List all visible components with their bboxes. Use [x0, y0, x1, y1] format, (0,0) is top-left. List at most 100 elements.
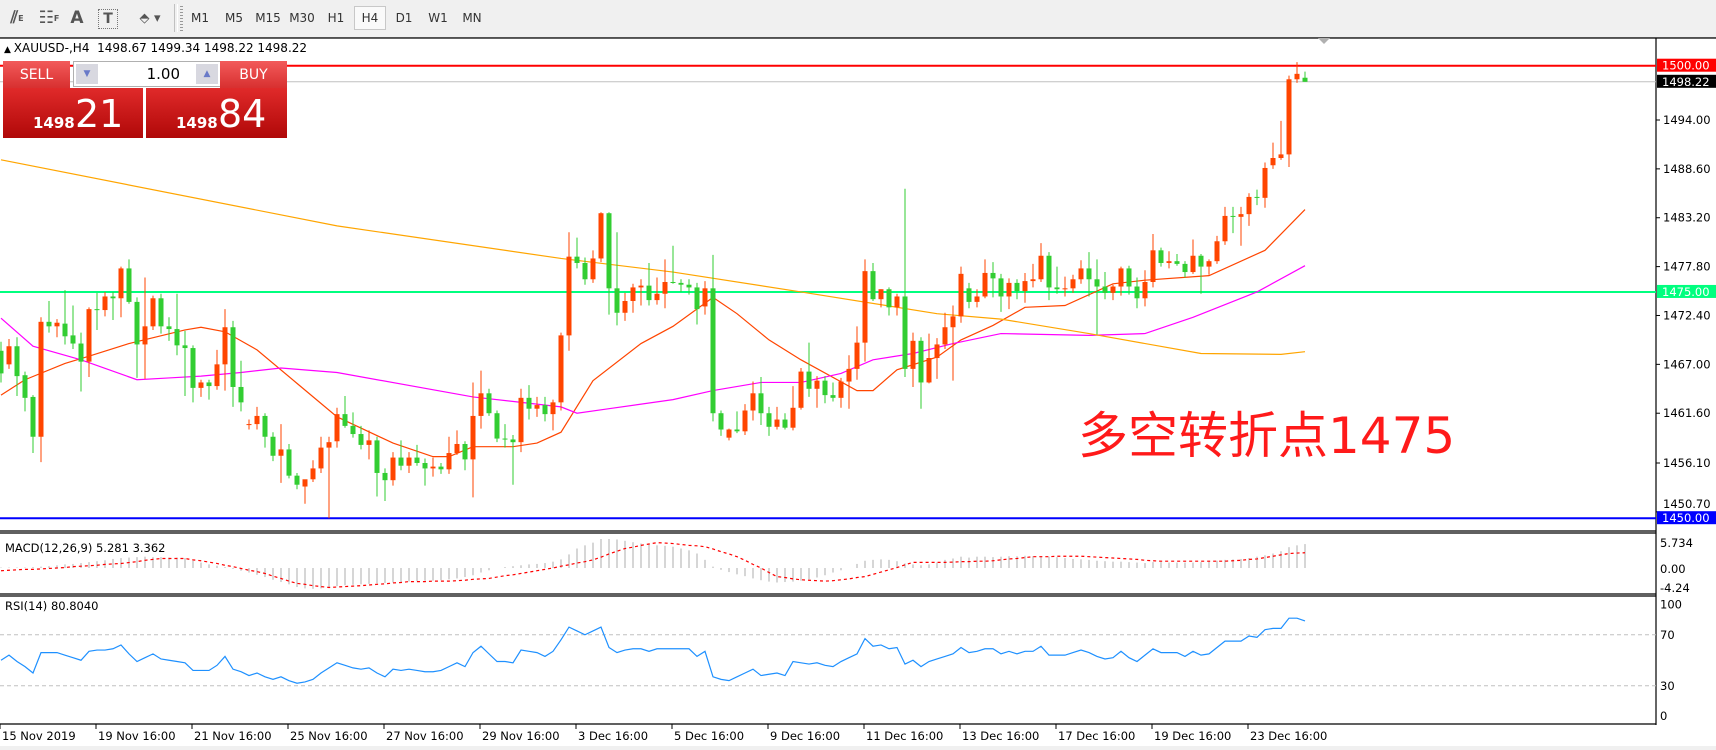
- text-label-icon[interactable]: T: [98, 9, 118, 29]
- candle: [1246, 193, 1252, 226]
- candle-body: [974, 296, 980, 302]
- candle-body: [702, 288, 708, 307]
- macd-signal-line: [0, 542, 1306, 589]
- candle: [1150, 234, 1156, 288]
- timeframe-d1[interactable]: D1: [395, 11, 413, 25]
- candle-body: [606, 213, 612, 289]
- candle-body: [246, 424, 252, 426]
- candle: [94, 292, 100, 330]
- candle-body: [1174, 261, 1180, 264]
- candle-body: [510, 439, 516, 443]
- time-tick-label: 3 Dec 16:00: [578, 729, 648, 743]
- timeframe-m1[interactable]: M1: [191, 11, 209, 25]
- candle: [446, 436, 452, 474]
- buy-button[interactable]: BUY: [220, 61, 287, 89]
- candle-body: [1046, 255, 1052, 288]
- candle: [774, 406, 780, 430]
- candle-body: [566, 256, 572, 336]
- candle-body: [918, 340, 924, 383]
- timeframe-h4[interactable]: H4: [354, 6, 386, 30]
- candle-body: [486, 393, 492, 414]
- lot-decrease-button[interactable]: ▼: [76, 64, 98, 84]
- toolbar-grip[interactable]: [180, 6, 183, 32]
- price-tick-label: 1494.00: [1663, 113, 1711, 127]
- timeframe-h1[interactable]: H1: [327, 11, 345, 25]
- candle: [1278, 120, 1284, 160]
- time-tick-label: 5 Dec 16:00: [674, 729, 744, 743]
- timeframe-m15[interactable]: M15: [255, 11, 281, 25]
- candle-body: [46, 321, 52, 327]
- timeframe-mn[interactable]: MN: [462, 11, 482, 25]
- candle-body: [662, 281, 668, 294]
- candle-body: [270, 436, 276, 456]
- chart-shift-marker-icon[interactable]: [1318, 38, 1330, 44]
- candle-body: [278, 449, 284, 456]
- candle: [606, 212, 612, 315]
- candle: [702, 281, 708, 315]
- candle: [110, 291, 116, 321]
- tool-label: T: [103, 11, 113, 27]
- candle-body: [214, 364, 220, 387]
- chart-annotation[interactable]: 多空转折点1475: [1078, 407, 1456, 465]
- candle: [334, 407, 340, 448]
- fibonacci-grid-icon[interactable]: ☷ F: [38, 8, 60, 28]
- candle: [670, 245, 676, 284]
- candle-body: [150, 298, 156, 327]
- price-tick-label: 1461.60: [1663, 406, 1711, 420]
- fibonacci-fan-icon[interactable]: ⫽ E: [10, 8, 24, 28]
- text-icon[interactable]: A: [64, 6, 90, 30]
- candle-body: [1086, 268, 1092, 280]
- candle-body: [822, 380, 828, 396]
- candle: [1198, 253, 1204, 294]
- candle: [1038, 243, 1044, 282]
- candle: [326, 436, 332, 519]
- candle-body: [574, 256, 580, 263]
- candle-body: [1070, 279, 1076, 289]
- timeframe-w1[interactable]: W1: [428, 11, 448, 25]
- candle: [62, 290, 68, 345]
- candle: [214, 349, 220, 390]
- timeframe-m30[interactable]: M30: [289, 11, 315, 25]
- candle-body: [1294, 73, 1300, 80]
- candle-body: [54, 322, 60, 327]
- macd-panel: [0, 539, 1306, 589]
- candle: [454, 430, 460, 455]
- candle-body: [1286, 79, 1292, 155]
- candle-body: [1118, 268, 1124, 287]
- timeframe-m5[interactable]: M5: [225, 11, 243, 25]
- candle: [38, 317, 44, 463]
- candle-body: [222, 327, 228, 365]
- candle-body: [62, 323, 68, 337]
- candle: [678, 279, 684, 292]
- arrows-dropdown-icon[interactable]: ⬘ ▾: [139, 10, 161, 26]
- candle-body: [1302, 77, 1308, 82]
- candle-body: [1102, 286, 1108, 293]
- candle-body: [1230, 215, 1236, 217]
- candle: [1158, 247, 1164, 267]
- candle: [870, 262, 876, 301]
- candle-body: [998, 278, 1004, 297]
- candle: [894, 293, 900, 316]
- candle: [686, 279, 692, 295]
- time-tick-label: 9 Dec 16:00: [770, 729, 840, 743]
- sell-button[interactable]: SELL: [3, 61, 70, 89]
- candle: [766, 406, 772, 436]
- candle-body: [454, 443, 460, 454]
- symbol-label: XAUUSD-,H4: [13, 41, 90, 55]
- sell-price[interactable]: 1498 21: [3, 88, 143, 138]
- candle: [1078, 260, 1084, 284]
- candle-body: [846, 368, 852, 382]
- lot-size-input[interactable]: ▼ 1.00 ▲: [73, 61, 221, 87]
- time-tick-label: 17 Dec 16:00: [1058, 729, 1135, 743]
- price-tick-label: 1472.40: [1663, 308, 1711, 322]
- buy-price[interactable]: 1498 84: [146, 88, 287, 138]
- candle: [998, 273, 1004, 312]
- lot-increase-button[interactable]: ▲: [196, 64, 218, 84]
- candle: [1022, 272, 1028, 303]
- candle-body: [1158, 250, 1164, 263]
- candle: [622, 292, 628, 321]
- candle: [1254, 189, 1260, 206]
- candle: [190, 345, 196, 403]
- candle-body: [174, 329, 180, 346]
